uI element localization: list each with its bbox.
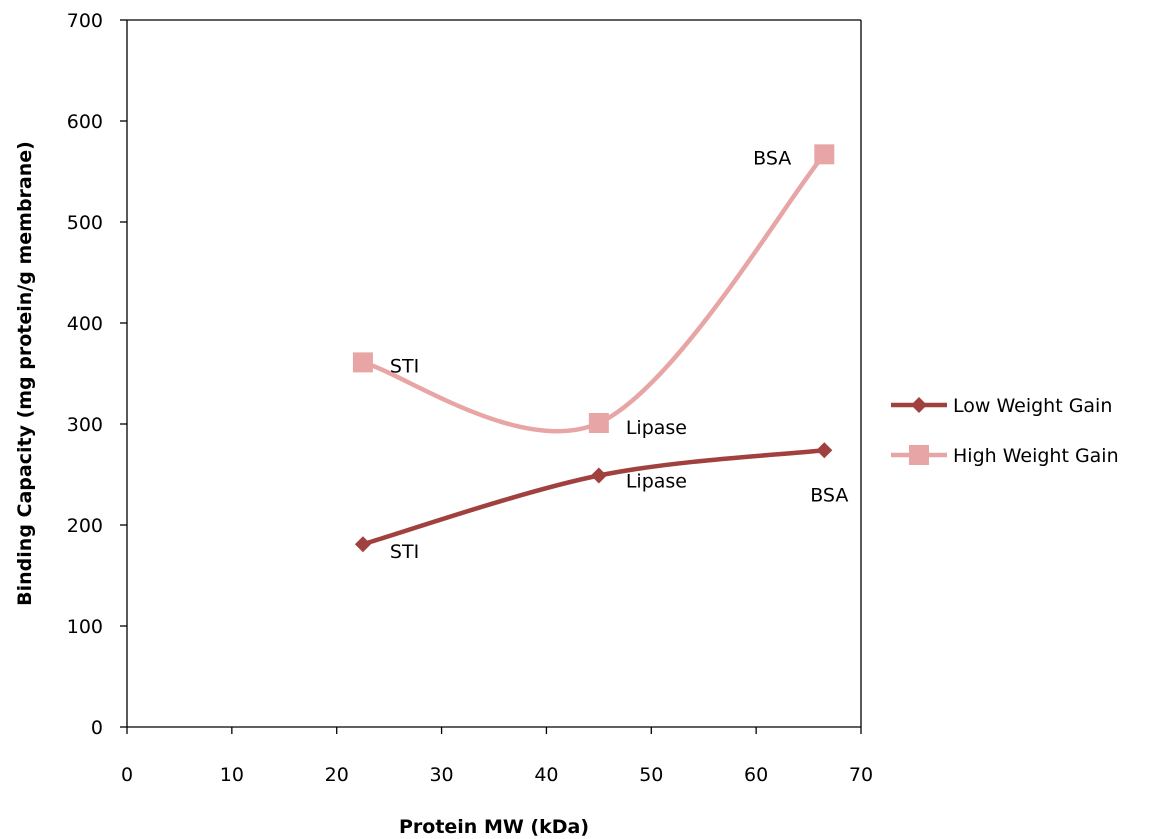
diamond-marker <box>816 442 833 459</box>
series-low-weight-gain <box>354 442 833 553</box>
x-axis-title: Protein MW (kDa) <box>399 816 589 838</box>
x-tick-label: 50 <box>639 764 663 786</box>
x-tick-label: 40 <box>534 764 558 786</box>
series-line <box>360 448 827 547</box>
square-marker <box>352 352 373 373</box>
point-label-layer: STI Lipase BSA STI Lipase BSA <box>390 147 848 563</box>
point-label: Lipase <box>626 417 687 439</box>
x-tick-label: 30 <box>429 764 453 786</box>
legend-label: High Weight Gain <box>953 445 1119 467</box>
diamond-marker <box>590 467 607 484</box>
legend-item: High Weight Gain <box>891 445 1119 467</box>
x-tick-label: 60 <box>744 764 768 786</box>
square-marker <box>814 144 835 165</box>
legend-item: Low Weight Gain <box>891 395 1112 417</box>
x-ticks: 0 10 20 30 40 50 60 70 <box>121 727 873 786</box>
y-ticks: 0 100 200 300 400 500 600 700 <box>67 10 127 739</box>
series-line <box>360 152 827 434</box>
series-layer <box>352 144 835 553</box>
point-label: STI <box>390 355 419 377</box>
point-label: BSA <box>810 484 848 506</box>
x-tick-label: 10 <box>220 764 244 786</box>
legend-label: Low Weight Gain <box>953 395 1112 417</box>
legend-square-marker <box>909 445 929 465</box>
point-label: Lipase <box>626 471 687 493</box>
y-tick-label: 400 <box>67 313 103 335</box>
point-label: BSA <box>753 147 791 169</box>
y-tick-label: 600 <box>67 111 103 133</box>
y-tick-label: 100 <box>67 616 103 638</box>
x-tick-label: 0 <box>121 764 133 786</box>
y-tick-label: 500 <box>67 212 103 234</box>
square-marker <box>588 412 609 433</box>
legend-diamond-marker <box>911 397 927 413</box>
x-tick-label: 20 <box>325 764 349 786</box>
y-axis-title: Binding Capacity (mg protein/g membrane) <box>14 141 36 606</box>
diamond-marker <box>354 536 371 553</box>
y-tick-label: 200 <box>67 515 103 537</box>
series-high-weight-gain <box>352 144 835 434</box>
plot-area: 0 100 200 300 400 500 600 700 0 10 20 30 40 50 60 70 S… <box>67 10 873 786</box>
point-label: STI <box>390 541 419 563</box>
y-tick-label: 300 <box>67 414 103 436</box>
y-tick-label: 700 <box>67 10 103 32</box>
y-tick-label: 0 <box>91 717 103 739</box>
x-tick-label: 70 <box>849 764 873 786</box>
legend: Low Weight Gain High Weight Gain <box>891 395 1119 467</box>
